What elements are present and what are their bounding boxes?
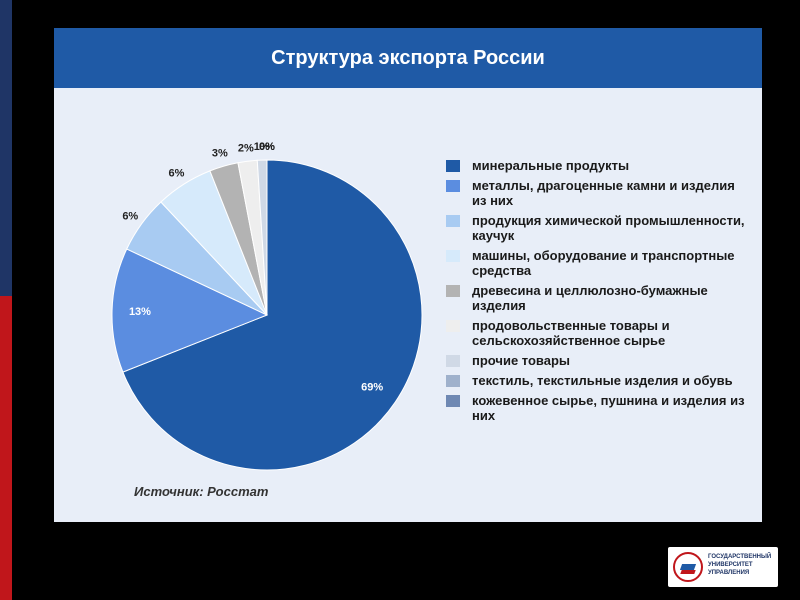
logo-text: ГОСУДАРСТВЕННЫЙ УНИВЕРСИТЕТ УПРАВЛЕНИЯ [708,554,772,576]
pie-data-label: 1% [254,141,270,153]
pie-data-label: 6% [168,167,184,179]
legend-swatch [446,215,460,227]
legend-item: машины, оборудование и транспортные сред… [446,248,746,278]
legend-swatch [446,320,460,332]
pie-data-label: 2% [238,142,254,154]
slide-panel: Структура экспорта России 69% 13% 6% 6% 3% 2%… [54,28,762,522]
legend-swatch [446,180,460,192]
legend-item: минеральные продукты [446,158,746,173]
legend-swatch [446,375,460,387]
left-stripe-red [0,296,12,600]
legend-item: текстиль, текстильные изделия и обувь [446,373,746,388]
legend-label: прочие товары [472,353,571,368]
university-logo: ГОСУДАРСТВЕННЫЙ УНИВЕРСИТЕТ УПРАВЛЕНИЯ [668,547,778,587]
pie-chart: 69%13%6%6%3% 2% 1%0%0% [111,141,423,471]
slide-title: Структура экспорта России [271,47,545,69]
legend-swatch [446,250,460,262]
legend-label: древесина и целлюлозно-бумажные изделия [472,283,708,313]
left-stripe-blue [0,0,12,296]
legend-item: металлы, драгоценные камни и изделия из … [446,178,746,208]
legend-swatch [446,395,460,407]
chart-legend: минеральные продукты металлы, драгоценные… [446,158,746,428]
pie-data-label: 69% [361,381,383,393]
legend-swatch [446,285,460,297]
pie-data-label: 3% [212,148,228,160]
legend-label: металлы, драгоценные камни и изделия из … [472,178,735,208]
pie-data-label: 6% [122,211,138,223]
logo-emblem [673,552,703,582]
pie-slice [122,159,423,471]
legend-item: прочие товары [446,353,746,368]
legend-item: кожевенное сырье, пушнина и изделия из н… [446,393,746,423]
legend-label: текстиль, текстильные изделия и обувь [472,373,733,388]
legend-label: кожевенное сырье, пушнина и изделия из н… [472,393,745,423]
pie-slice [111,248,269,373]
legend-item: продовольственные товары и сельскохозяйс… [446,318,746,348]
legend-item: древесина и целлюлозно-бумажные изделия [446,283,746,313]
pie-data-label: 13% [129,306,151,318]
legend-swatch [446,355,460,367]
legend-label: машины, оборудование и транспортные сред… [472,248,735,278]
legend-label: минеральные продукты [472,158,630,173]
title-bar: Структура экспорта России [54,28,762,88]
chart-area: 69% 13% 6% 6% 3% 2% 1% 0% 0% минеральные продукт… [54,88,762,522]
pie-slice [256,159,268,316]
legend-label: продукция химической промышленности, кау… [472,213,745,243]
pie-data-label: 0% [259,141,275,153]
legend-item: продукция химической промышленности, кау… [446,213,746,243]
source-note: Источник: Росстат [134,484,269,499]
pie-data-label: 0% [259,141,275,153]
legend-swatch [446,160,460,172]
legend-label: продовольственные товары и сельскохозяйс… [472,318,670,348]
